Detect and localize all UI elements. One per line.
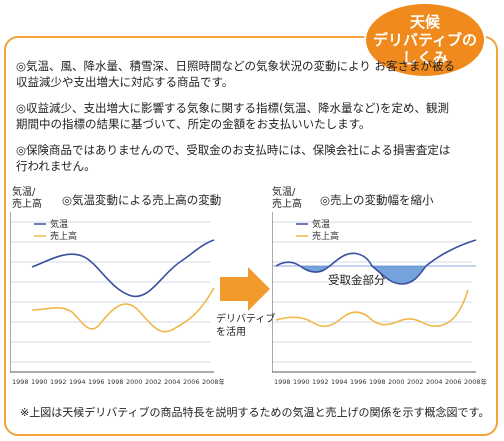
payout-annotation: 受取金部分 (328, 273, 386, 287)
right-legend: 気温 売上高 (296, 218, 339, 242)
left-ylabel-line1: 気温/ (12, 187, 36, 198)
transform-arrow (220, 267, 270, 311)
left-chart-ylabel: 気温/ 売上高 (12, 187, 42, 211)
left-xticks: 1998 1990 1992 1994 1996 1998 2000 2002 2004 2006… (12, 377, 224, 386)
left-xtick-label: 2008年 (202, 377, 224, 386)
left-legend-temp-label: 気温 (50, 218, 68, 230)
right-xtick-label: 1998 (274, 378, 291, 386)
right-chart-title: ◎売上の変動幅を縮小 (320, 193, 434, 207)
right-xtick-label: 1996 (350, 378, 367, 386)
bullet-2: ◎収益減少、支出増大に影響する気象に関する指標(気温、降水量など)を定め、観測期… (16, 101, 450, 131)
bullet-list: ◎気温、風、降水量、積雪深、日照時間などの気象状況の変動により お客さまが被る収… (16, 58, 456, 184)
right-chart: 気温 売上高 受取金部分 1998 1990 1992 1994 1996 1998 200… (272, 212, 488, 386)
title-badge: 天候 デリバティブの しくみ (366, 4, 484, 76)
right-xtick-label: 2000 (388, 378, 405, 386)
right-xticks: 1998 1990 1992 1994 1996 1998 2000 2002 2004 2006… (274, 377, 488, 386)
left-xtick-label: 1994 (69, 378, 86, 386)
right-xtick-label: 1990 (293, 378, 310, 386)
badge-line-3: しくみ (402, 49, 448, 67)
right-ylabel-line2: 売上高 (272, 199, 302, 210)
right-xtick-label: 1992 (312, 378, 329, 386)
right-ylabel-line1: 気温/ (272, 187, 296, 198)
right-xtick-label: 2004 (426, 378, 443, 386)
right-xtick-label: 1994 (331, 378, 348, 386)
right-sales-line (275, 289, 469, 328)
right-legend-sales-label: 売上高 (312, 230, 339, 242)
badge-line-2: デリバティブの (372, 31, 478, 49)
right-grid (272, 221, 472, 363)
left-chart: 気温 売上高 1998 1990 1992 1994 1996 1998 2000 2002 2… (10, 212, 224, 386)
right-xtick-label: 2006 (445, 378, 462, 386)
right-xtick-label: 2008年 (464, 377, 488, 386)
left-xtick-label: 1998 (107, 378, 124, 386)
arrow-label: デリバティブ を活用 (216, 313, 275, 339)
left-grid (10, 221, 210, 363)
left-xtick-label: 1990 (31, 378, 48, 386)
bullet-3: ◎保険商品ではありませんので、受取金のお支払時には、保険会社による損害査定は行わ… (16, 143, 451, 173)
arrow-label-line2: を活用 (216, 327, 246, 338)
left-ylabel-line2: 売上高 (12, 199, 42, 210)
left-xtick-label: 2006 (183, 378, 200, 386)
left-xtick-label: 1996 (88, 378, 105, 386)
payout-area-2 (372, 266, 426, 284)
content-panel (4, 36, 498, 436)
arrow-label-line1: デリバティブ (216, 314, 276, 325)
bullet-1: ◎気温、風、降水量、積雪深、日照時間などの気象状況の変動により お客さまが被る収… (16, 59, 455, 89)
left-legend: 気温 売上高 (34, 218, 77, 242)
right-xtick-label: 1998 (369, 378, 386, 386)
left-chart-title: ◎気温変動による売上高の変動 (62, 193, 222, 207)
right-legend-temp-label: 気温 (312, 218, 330, 230)
left-xtick-label: 2000 (126, 378, 143, 386)
left-legend-sales-label: 売上高 (50, 230, 77, 242)
left-temp-line (31, 239, 215, 298)
footnote: ※上図は天候デリバティブの商品特長を説明するための気温と売上げの関係を示す概念図… (20, 406, 490, 419)
left-xtick-label: 1998 (12, 378, 29, 386)
right-temp-line (275, 239, 477, 285)
arrow-shape (220, 267, 270, 311)
left-xtick-label: 2002 (145, 378, 162, 386)
left-sales-line (31, 287, 215, 333)
left-xtick-label: 2004 (164, 378, 181, 386)
right-xtick-label: 2002 (407, 378, 424, 386)
right-chart-ylabel: 気温/ 売上高 (272, 187, 302, 211)
badge-line-1: 天候 (409, 13, 440, 31)
left-xtick-label: 1992 (50, 378, 67, 386)
